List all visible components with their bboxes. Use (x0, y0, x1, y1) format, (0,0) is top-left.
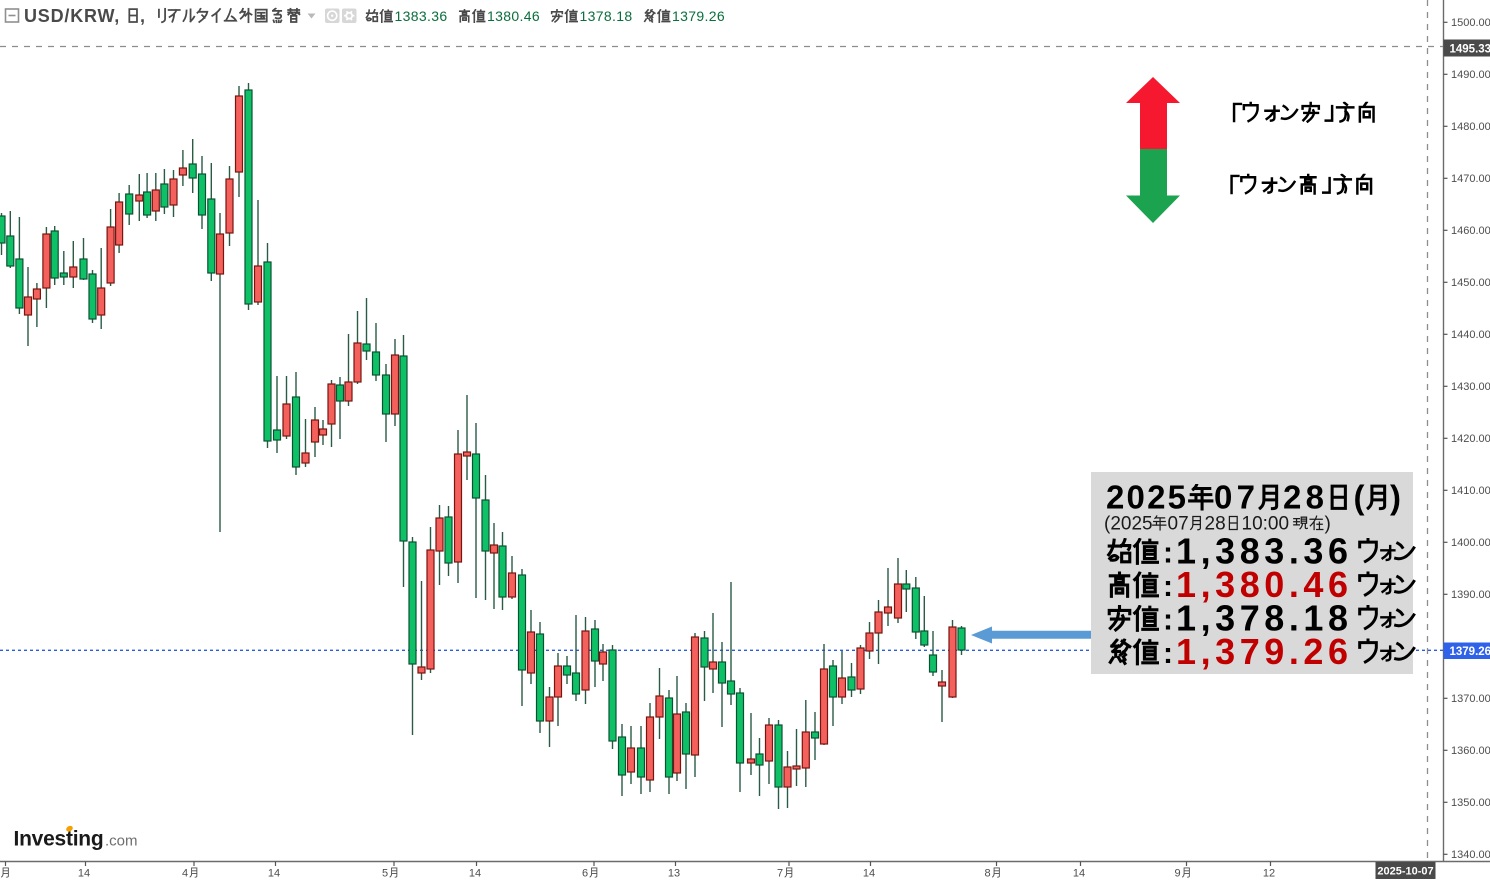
svg-text:14: 14 (268, 868, 280, 880)
svg-text:1490.00: 1490.00 (1451, 69, 1490, 81)
svg-text:1400.00: 1400.00 (1451, 537, 1490, 549)
svg-text:Investing: Investing (14, 828, 104, 851)
svg-text:13: 13 (668, 868, 680, 880)
svg-text:6: 6 (582, 868, 588, 880)
svg-text:1420.00: 1420.00 (1451, 433, 1490, 445)
svg-text:.com: .com (105, 833, 138, 850)
svg-text::: : (1163, 570, 1173, 603)
svg-text:12: 12 (1263, 868, 1275, 880)
svg-text:1470.00: 1470.00 (1451, 173, 1490, 185)
svg-text:1340.00: 1340.00 (1451, 849, 1490, 861)
svg-text:USD/KRW,: USD/KRW, (24, 6, 120, 26)
svg-text:,: , (140, 6, 145, 26)
svg-text:9: 9 (1175, 868, 1181, 880)
svg-text:1370.00: 1370.00 (1451, 693, 1490, 705)
svg-text:14: 14 (469, 868, 481, 880)
svg-text:1379.26: 1379.26 (1450, 646, 1490, 658)
svg-text:1495.33: 1495.33 (1450, 44, 1490, 56)
svg-text::: : (1163, 537, 1173, 570)
svg-text:1380.46: 1380.46 (487, 8, 540, 24)
svg-text:8: 8 (985, 868, 991, 880)
svg-text:1379.26: 1379.26 (672, 8, 725, 24)
svg-text:1430.00: 1430.00 (1451, 381, 1490, 393)
svg-text:4: 4 (182, 868, 188, 880)
svg-text:14: 14 (1073, 868, 1085, 880)
svg-text:1440.00: 1440.00 (1451, 329, 1490, 341)
svg-text::: : (1163, 637, 1173, 670)
svg-text:1460.00: 1460.00 (1451, 225, 1490, 237)
svg-text:5: 5 (382, 868, 388, 880)
svg-text:2025-10-07: 2025-10-07 (1377, 866, 1433, 878)
svg-text::: : (1163, 604, 1173, 637)
svg-text:7: 7 (777, 868, 783, 880)
svg-text:1383.36: 1383.36 (395, 8, 448, 24)
svg-text:1410.00: 1410.00 (1451, 485, 1490, 497)
svg-text:1360.00: 1360.00 (1451, 745, 1490, 757)
svg-text:1350.00: 1350.00 (1451, 797, 1490, 809)
svg-text:1450.00: 1450.00 (1451, 277, 1490, 289)
svg-text:1480.00: 1480.00 (1451, 121, 1490, 133)
svg-text:(2025: (2025 (1104, 514, 1153, 535)
svg-text:(: ( (1354, 479, 1365, 516)
svg-text:): ) (1390, 479, 1401, 516)
svg-text:14: 14 (863, 868, 875, 880)
svg-text:14: 14 (78, 868, 90, 880)
svg-text:1390.00: 1390.00 (1451, 589, 1490, 601)
svg-text:1378.18: 1378.18 (580, 8, 633, 24)
svg-text:1500.00: 1500.00 (1451, 17, 1490, 29)
